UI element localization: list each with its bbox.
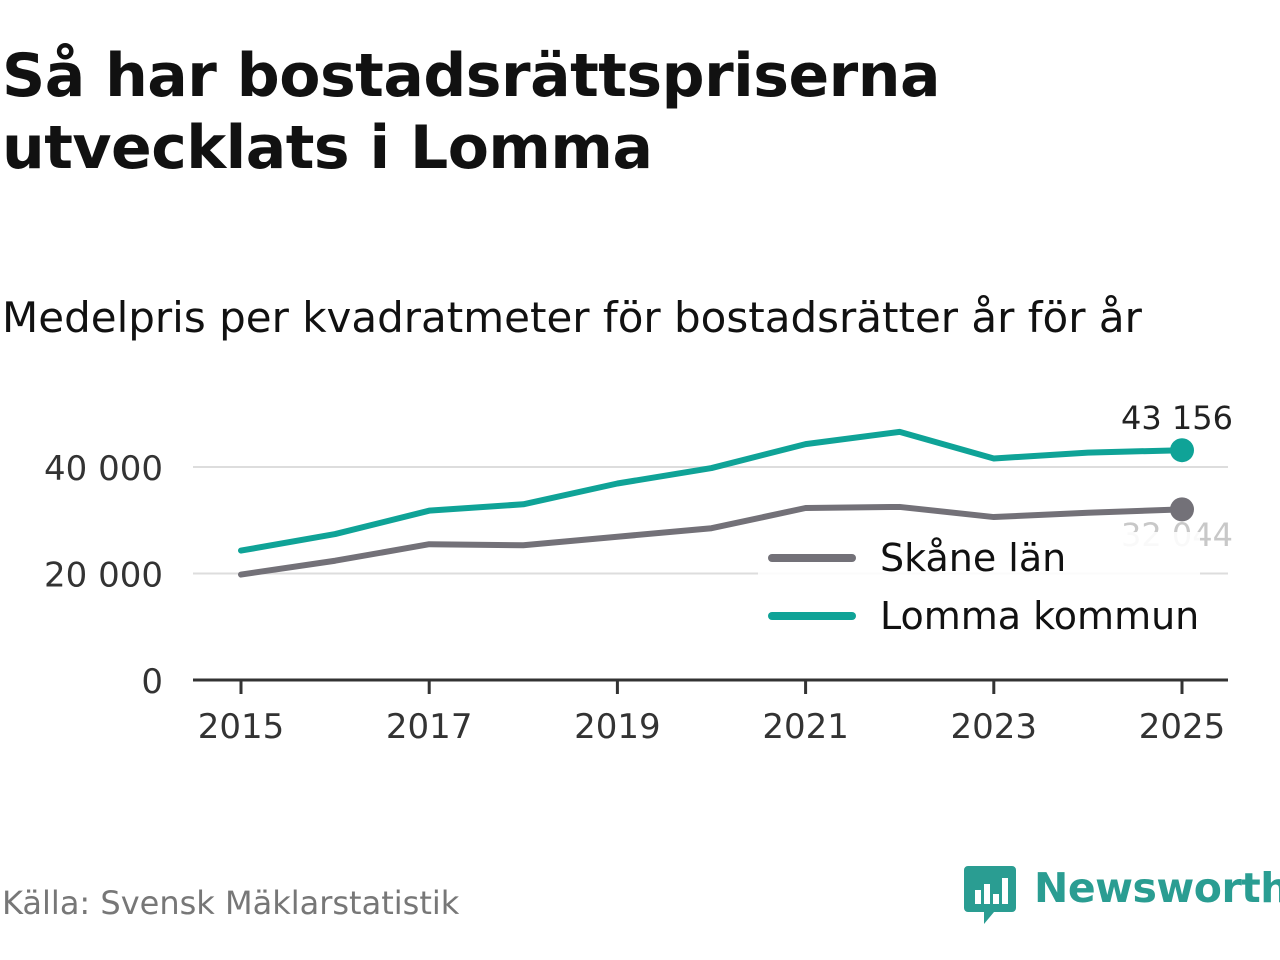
source-note: Källa: Svensk Mäklarstatistik xyxy=(2,884,459,922)
newsworthy-logo-icon xyxy=(964,866,1016,926)
x-tick-label: 2015 xyxy=(198,707,285,747)
series-endpoint-lomma-kommun xyxy=(1170,438,1194,462)
legend-label: Skåne län xyxy=(880,536,1066,580)
end-value-label-lomma-kommun: 43 156 xyxy=(1121,399,1233,437)
y-tick-label: 20 000 xyxy=(44,556,163,596)
x-tick-label: 2025 xyxy=(1139,707,1226,747)
x-tick-label: 2023 xyxy=(951,707,1038,747)
brand-name: Newsworthy xyxy=(1034,864,1280,912)
y-tick-label: 0 xyxy=(141,662,163,702)
line-chart: 0 20 000 40 000 2015 2017 2019 2021 2023 2025 4… xyxy=(0,0,1280,960)
y-tick-label: 40 000 xyxy=(44,449,163,489)
x-tick-label: 2017 xyxy=(386,707,473,747)
x-tick-label: 2021 xyxy=(762,707,849,747)
x-tick-label: 2019 xyxy=(574,707,661,747)
legend-label: Lomma kommun xyxy=(880,594,1199,638)
